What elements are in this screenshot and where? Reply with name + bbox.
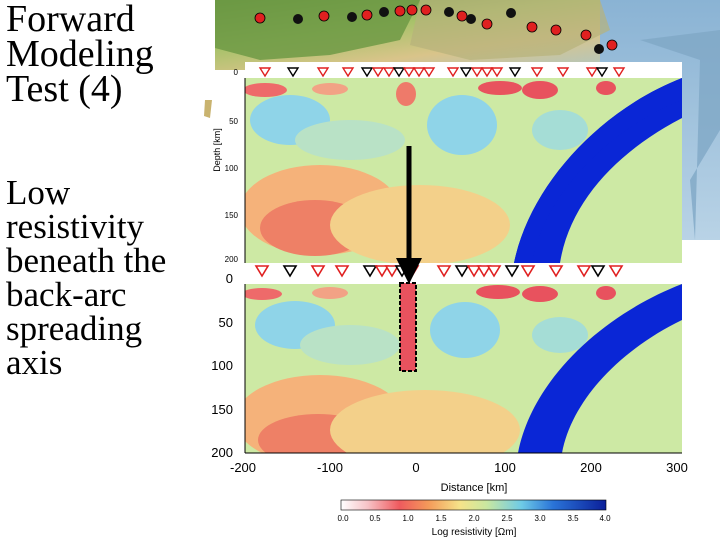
colorbar-tick-label: 0.5 [369, 514, 381, 523]
station-triangle [466, 265, 482, 278]
body-line: resistivity [6, 207, 145, 246]
body-line: axis [6, 343, 63, 382]
colorbar-label: Log resistivity [Ωm] [432, 527, 517, 538]
station-triangle [470, 67, 484, 78]
station-triangle [412, 67, 426, 78]
bottom-y-tick-label: 100 [211, 358, 233, 373]
title-line: Test (4) [6, 68, 123, 110]
station-triangle [316, 67, 330, 78]
colorbar-tick-label: 2.5 [501, 514, 513, 523]
body-line: Low [6, 173, 71, 212]
station-triangle [392, 67, 406, 78]
bottom-y-axis: 0 50 100 150 200 [211, 271, 233, 460]
body-line: beneath the [6, 241, 167, 280]
station-triangle [459, 67, 473, 78]
station-triangle [590, 265, 606, 278]
top-y-tick-label: 150 [225, 211, 239, 220]
top-y-tick-label: 200 [225, 255, 239, 264]
station-triangle [384, 265, 400, 278]
station-triangle [382, 67, 396, 78]
station-triangle [585, 67, 599, 78]
colorbar-tick-label: 4.0 [599, 514, 611, 523]
station-triangle [486, 265, 502, 278]
bottom-y-tick-label: 50 [219, 315, 233, 330]
station-triangle [362, 265, 378, 278]
low-resistivity-block [399, 282, 417, 372]
station-triangle [595, 67, 609, 78]
colorbar-tick-label: 1.5 [435, 514, 447, 523]
station-triangle [258, 67, 272, 78]
colorbar-tick-label: 0.0 [337, 514, 349, 523]
station-triangle [508, 67, 522, 78]
colorbar-gradient [340, 499, 607, 511]
station-triangle [608, 265, 624, 278]
station-triangle [556, 67, 570, 78]
slide-title: Forward Modeling Test (4) [6, 0, 206, 110]
station-triangle [548, 265, 564, 278]
station-triangle [612, 67, 626, 78]
station-triangle [454, 265, 470, 278]
bottom-x-tick-label: -100 [317, 460, 343, 475]
bottom-panel: 0 50 100 150 200 -200 -100 0 100 200 300… [211, 264, 688, 494]
x-axis-label: Distance [km] [441, 482, 508, 494]
bottom-y-tick-label: 0 [226, 271, 233, 286]
station-triangle [446, 67, 460, 78]
station-triangle [402, 67, 416, 78]
top-y-axis: 0 50 100 150 200 Depth [km] [212, 68, 239, 264]
station-triangle [436, 265, 452, 278]
bottom-y-tick-label: 150 [211, 402, 233, 417]
bottom-x-tick-label: -200 [230, 460, 256, 475]
station-triangle [310, 265, 326, 278]
station-triangle [254, 265, 270, 278]
bottom-x-tick-label: 100 [494, 460, 516, 475]
slide-body-text: Low resistivity beneath the back-arc spr… [6, 173, 206, 382]
top-y-tick-label: 0 [234, 68, 239, 77]
station-triangle [504, 265, 520, 278]
station-triangle [374, 265, 390, 278]
top-y-tick-label: 100 [225, 164, 239, 173]
station-triangle [371, 67, 385, 78]
station-triangle [341, 67, 355, 78]
station-triangle [334, 265, 350, 278]
top-panel: 0 50 100 150 200 Depth [km] [212, 62, 682, 264]
station-triangle [422, 67, 436, 78]
body-line: spreading [6, 309, 143, 348]
station-triangle [360, 67, 374, 78]
pointer-arrow [396, 146, 422, 284]
colorbar-tick-label: 2.0 [468, 514, 480, 523]
map-stations [254, 4, 618, 54]
title-line: Forward [6, 0, 135, 40]
top-y-axis-label: Depth [km] [212, 128, 222, 172]
bottom-x-tick-label: 200 [580, 460, 602, 475]
colorbar-tick-label: 3.0 [534, 514, 546, 523]
top-y-tick-label: 50 [229, 117, 238, 126]
top-station-markers [258, 67, 626, 78]
body-line: back-arc [6, 275, 127, 314]
bottom-x-tick-label: 0 [412, 460, 419, 475]
station-triangle [490, 67, 504, 78]
colorbar-tick-label: 3.5 [567, 514, 579, 523]
station-triangle [520, 265, 536, 278]
colorbar-tick-label: 1.0 [402, 514, 414, 523]
colorbar: 0.0 0.5 1.0 1.5 2.0 2.5 3.0 3.5 4.0 Log … [337, 499, 611, 538]
bottom-x-axis: -200 -100 0 100 200 300 Distance [km] [230, 460, 688, 494]
station-triangle [286, 67, 300, 78]
station-triangle [576, 265, 592, 278]
bottom-y-tick-label: 200 [211, 445, 233, 460]
station-triangle [530, 67, 544, 78]
station-triangle [282, 265, 298, 278]
bottom-x-tick-label: 300 [666, 460, 688, 475]
title-line: Modeling [6, 33, 154, 75]
station-triangle [480, 67, 494, 78]
station-triangle [476, 265, 492, 278]
